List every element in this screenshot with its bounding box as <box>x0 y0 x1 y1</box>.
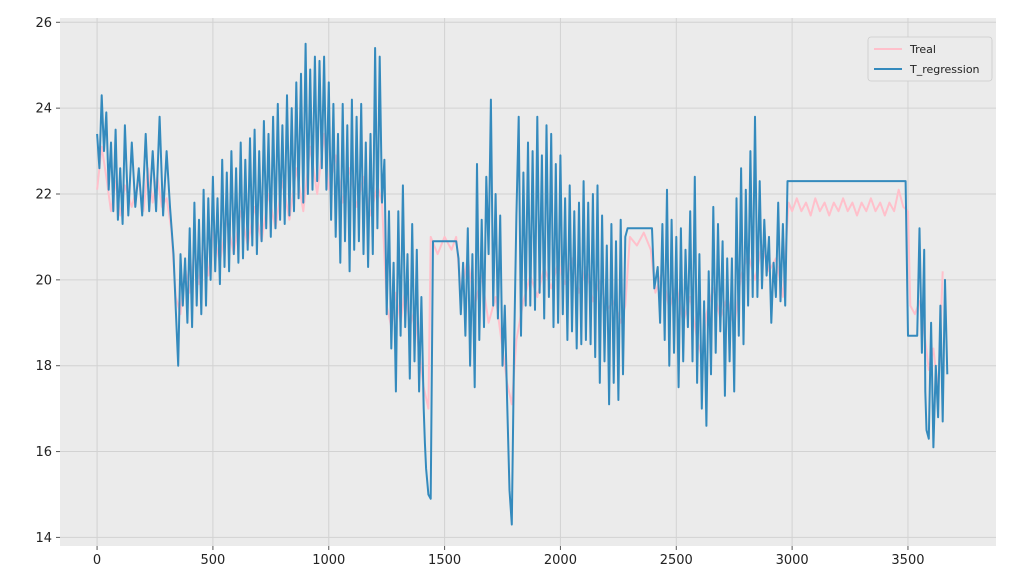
y-tick-label-0: 14 <box>35 531 52 546</box>
y-tick-label-2: 18 <box>35 359 52 374</box>
y-tick-label-5: 24 <box>35 102 52 117</box>
x-tick-label-0: 0 <box>93 553 101 568</box>
y-tick-label-1: 16 <box>35 445 52 460</box>
legend-label-t-regression: T_regression <box>909 63 980 76</box>
x-axis-ticks: 0 500 1000 1500 2000 2500 3000 3500 <box>93 546 925 568</box>
x-tick-label-3: 1500 <box>428 553 461 568</box>
x-tick-label-6: 3000 <box>776 553 809 568</box>
x-tick-label-5: 2500 <box>660 553 693 568</box>
x-tick-label-2: 1000 <box>312 553 345 568</box>
y-tick-label-3: 20 <box>35 273 52 288</box>
x-tick-label-1: 500 <box>200 553 225 568</box>
y-axis-ticks: 14 16 18 20 22 24 26 <box>35 16 60 546</box>
series-line-t-regression <box>96 42 949 526</box>
x-tick-label-7: 3500 <box>891 553 924 568</box>
legend-label-treal: Treal <box>909 43 936 56</box>
legend: Treal T_regression <box>867 36 993 82</box>
series-t-regression <box>96 42 949 526</box>
y-tick-label-6: 26 <box>35 16 52 31</box>
y-tick-label-4: 22 <box>35 188 52 203</box>
x-tick-label-4: 2000 <box>544 553 577 568</box>
